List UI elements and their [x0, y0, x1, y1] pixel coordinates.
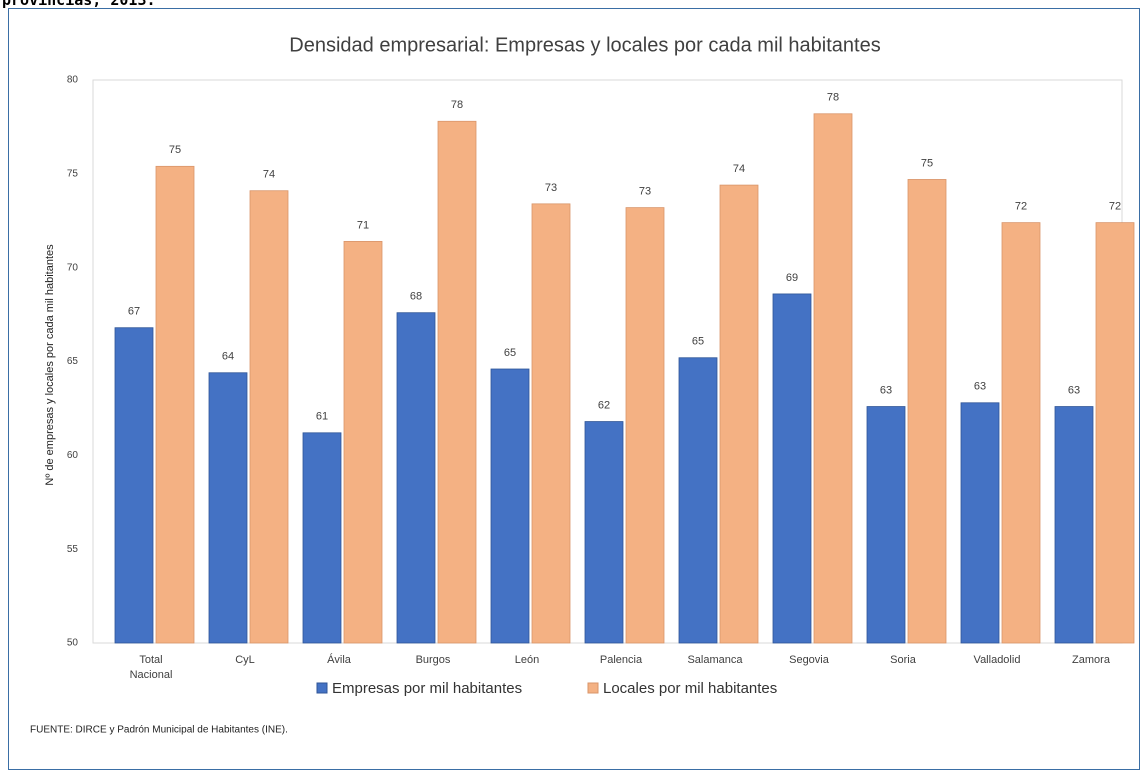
- chart: Densidad empresarial: Empresas y locales…: [30, 34, 1135, 736]
- x-tick-label: León: [514, 654, 540, 666]
- x-tick-label: Burgos: [415, 654, 451, 666]
- data-label: 68: [410, 291, 422, 303]
- bar: [114, 327, 154, 644]
- data-label: 63: [1068, 384, 1080, 396]
- source: FUENTE: DIRCE y Padrón Municipal de Habi…: [30, 725, 288, 736]
- chart-title: Densidad empresarial: Empresas y locales…: [289, 34, 880, 56]
- data-label: 63: [974, 381, 986, 393]
- x-tick-label: Salamanca: [687, 654, 743, 666]
- y-tick-label: 55: [67, 544, 79, 555]
- data-label: 78: [827, 92, 839, 104]
- x-tick-label: Segovia: [789, 654, 829, 666]
- y-tick-label: 50: [67, 638, 79, 649]
- bar: [155, 165, 195, 644]
- bar: [960, 402, 1000, 644]
- x-tick-label: Ávila: [327, 654, 351, 666]
- x-tick-label: Zamora: [1072, 654, 1110, 666]
- data-label: 78: [451, 99, 463, 111]
- x-tick-label: Total Nacional: [129, 654, 173, 681]
- y-tick-label: 70: [67, 262, 79, 273]
- data-label: 65: [692, 336, 704, 348]
- bar: [1001, 222, 1041, 644]
- x-tick-label: Palencia: [599, 654, 643, 666]
- data-label: 69: [786, 272, 798, 284]
- legend-label: Locales por mil habitantes: [603, 680, 777, 697]
- data-label: 62: [598, 399, 610, 411]
- bar: [396, 312, 436, 644]
- bar: [678, 357, 718, 644]
- bar: [343, 240, 383, 644]
- bar: [866, 406, 906, 644]
- bar: [907, 179, 947, 644]
- data-label: 73: [639, 186, 651, 198]
- header: provincias, 2013.: [2, 0, 156, 9]
- x-tick-label: Valladolid: [973, 654, 1021, 666]
- data-label: 63: [880, 384, 892, 396]
- y-tick-label: 80: [67, 75, 79, 86]
- x-tick-label: Soria: [890, 654, 916, 666]
- data-label: 75: [921, 157, 933, 169]
- data-label: 74: [733, 163, 745, 175]
- legend-swatch: [316, 682, 328, 694]
- data-label: 75: [169, 144, 181, 156]
- bar: [625, 207, 665, 644]
- y-axis-label: Nº de empresas y locales por cada mil ha…: [44, 244, 56, 486]
- data-label: 72: [1015, 201, 1027, 213]
- y-tick-label: 60: [67, 450, 79, 461]
- data-label: 73: [545, 182, 557, 194]
- legend-swatch: [587, 682, 599, 694]
- data-label: 67: [128, 306, 140, 318]
- data-label: 64: [222, 351, 234, 363]
- bar: [584, 421, 624, 644]
- bar: [531, 203, 571, 644]
- y-tick-label: 65: [67, 356, 79, 367]
- data-label: 61: [316, 411, 328, 423]
- y-tick-label: 75: [67, 168, 79, 179]
- bar: [249, 190, 289, 644]
- data-label: 71: [357, 219, 369, 231]
- data-label: 74: [263, 169, 275, 181]
- bar: [437, 120, 477, 644]
- legend-label: Empresas por mil habitantes: [332, 680, 522, 697]
- bar: [1095, 222, 1135, 644]
- x-tick-label: CyL: [235, 654, 255, 666]
- bar: [490, 368, 530, 644]
- bar: [772, 293, 812, 644]
- bar: [302, 432, 342, 644]
- bar: [208, 372, 248, 644]
- data-label: 72: [1109, 201, 1121, 213]
- bar: [1054, 406, 1094, 644]
- bar: [813, 113, 853, 644]
- bar: [719, 184, 759, 644]
- data-label: 65: [504, 347, 516, 359]
